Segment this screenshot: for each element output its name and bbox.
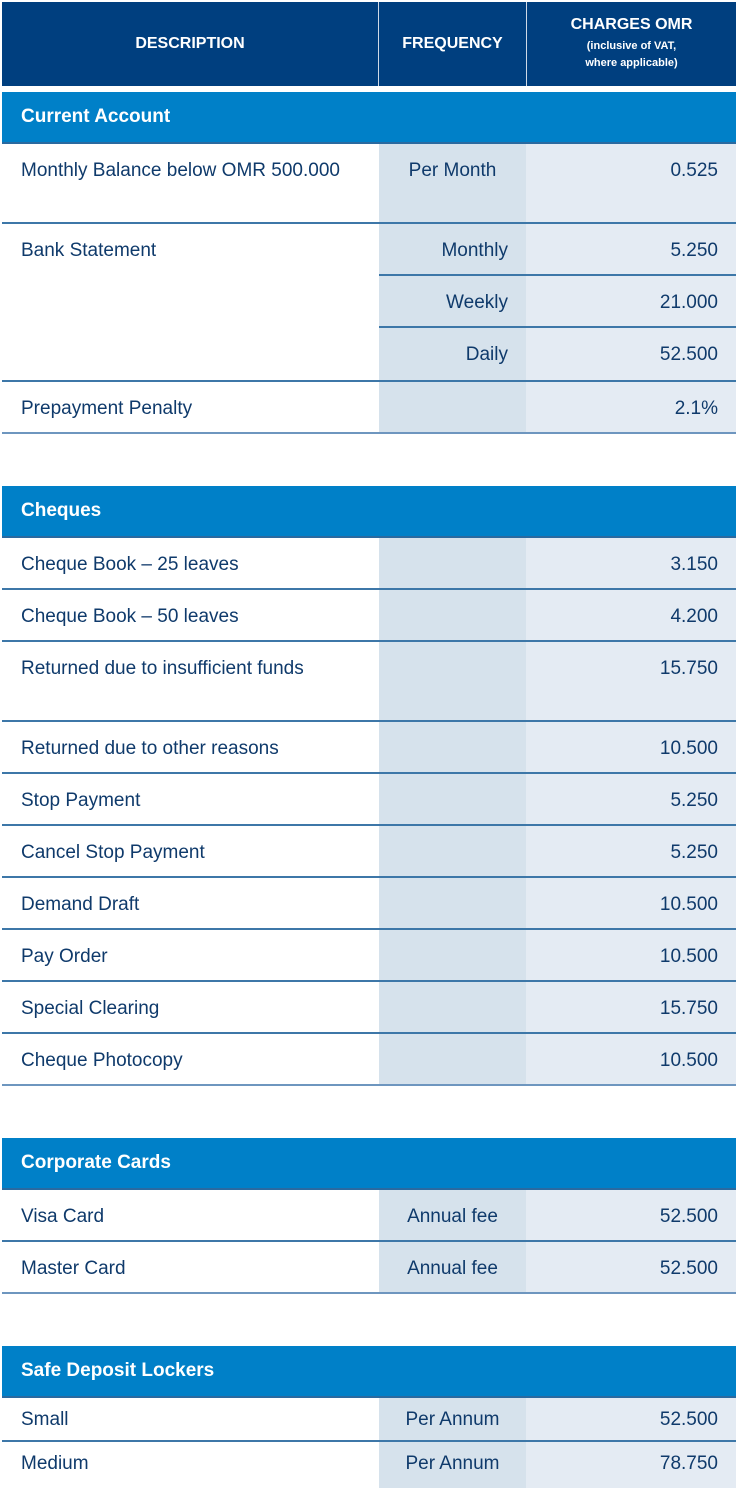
row-description: Monthly Balance below OMR 500.000	[2, 144, 379, 222]
table-row: Special Clearing 15.750	[2, 982, 736, 1034]
section-title: Current Account	[2, 92, 736, 144]
row-frequency: Per Annum	[379, 1398, 526, 1440]
row-charge: 5.250	[526, 826, 736, 876]
table-row: Stop Payment 5.250	[2, 774, 736, 826]
section-cheques: Cheques Cheque Book – 25 leaves 3.150 Ch…	[2, 486, 736, 1086]
section-corporate-cards: Corporate Cards Visa Card Annual fee 52.…	[2, 1138, 736, 1294]
row-charge: 15.750	[526, 642, 736, 720]
row-charge: 5.250	[526, 774, 736, 824]
row-description: Cheque Photocopy	[2, 1034, 379, 1084]
row-charge: 52.500	[526, 1242, 736, 1292]
row-frequency	[379, 982, 526, 1032]
row-description: Cheque Book – 50 leaves	[2, 590, 379, 640]
row-description: Returned due to other reasons	[2, 722, 379, 772]
row-description: Special Clearing	[2, 982, 379, 1032]
row-description: Cheque Book – 25 leaves	[2, 538, 379, 588]
row-frequency	[379, 590, 526, 640]
row-frequency	[379, 382, 526, 432]
row-charge: 52.500	[526, 1398, 736, 1440]
table-row: Monthly Balance below OMR 500.000 Per Mo…	[2, 144, 736, 224]
row-description: Returned due to insufficient funds	[2, 642, 379, 720]
row-charge: 21.000	[526, 276, 736, 326]
section-current-account: Current Account Monthly Balance below OM…	[2, 92, 736, 434]
row-frequency	[379, 930, 526, 980]
row-description: Bank Statement	[2, 224, 379, 380]
row-charge: 4.200	[526, 590, 736, 640]
column-header-description: DESCRIPTION	[2, 2, 379, 86]
table-row: Pay Order 10.500	[2, 930, 736, 982]
table-row: Small Per Annum 52.500	[2, 1398, 736, 1442]
table-row: Visa Card Annual fee 52.500	[2, 1190, 736, 1242]
table-subrow: Weekly 21.000	[379, 276, 736, 328]
table-subrow: Monthly 5.250	[379, 224, 736, 276]
row-frequency: Monthly	[379, 224, 526, 274]
row-frequency: Per Month	[379, 144, 526, 222]
table-row: Master Card Annual fee 52.500	[2, 1242, 736, 1294]
charges-title: CHARGES OMR	[570, 16, 693, 33]
row-frequency	[379, 642, 526, 720]
row-description: Stop Payment	[2, 774, 379, 824]
row-frequency	[379, 722, 526, 772]
table-subrow: Daily 52.500	[379, 328, 736, 380]
row-charge: 5.250	[526, 224, 736, 274]
table-row: Medium Per Annum 78.750	[2, 1442, 736, 1488]
table-row: Cheque Book – 25 leaves 3.150	[2, 538, 736, 590]
row-frequency	[379, 878, 526, 928]
row-description: Visa Card	[2, 1190, 379, 1240]
table-row: Cheque Book – 50 leaves 4.200	[2, 590, 736, 642]
row-frequency: Annual fee	[379, 1242, 526, 1292]
row-charge: 10.500	[526, 930, 736, 980]
table-header: DESCRIPTION FREQUENCY CHARGES OMR (inclu…	[2, 2, 736, 86]
section-title: Corporate Cards	[2, 1138, 736, 1190]
row-charge: 0.525	[526, 144, 736, 222]
table-row: Returned due to other reasons 10.500	[2, 722, 736, 774]
row-charge: 10.500	[526, 1034, 736, 1084]
section-title: Safe Deposit Lockers	[2, 1346, 736, 1398]
row-frequency: Weekly	[379, 276, 526, 326]
row-frequency: Annual fee	[379, 1190, 526, 1240]
fee-schedule-table: DESCRIPTION FREQUENCY CHARGES OMR (inclu…	[2, 2, 736, 1488]
row-description: Small	[2, 1398, 379, 1440]
table-row: Demand Draft 10.500	[2, 878, 736, 930]
row-frequency	[379, 826, 526, 876]
row-frequency	[379, 1034, 526, 1084]
column-header-frequency: FREQUENCY	[379, 2, 527, 86]
row-description: Cancel Stop Payment	[2, 826, 379, 876]
row-frequency: Per Annum	[379, 1442, 526, 1488]
row-charge: 10.500	[526, 722, 736, 772]
table-row: Prepayment Penalty 2.1%	[2, 382, 736, 434]
row-charge: 52.500	[526, 1190, 736, 1240]
row-description: Medium	[2, 1442, 379, 1488]
table-row: Cancel Stop Payment 5.250	[2, 826, 736, 878]
section-safe-deposit-lockers: Safe Deposit Lockers Small Per Annum 52.…	[2, 1346, 736, 1488]
column-header-charges: CHARGES OMR (inclusive of VAT, where app…	[527, 2, 736, 86]
charges-note: (inclusive of VAT, where applicable)	[585, 40, 678, 69]
row-frequency	[379, 538, 526, 588]
row-frequency: Daily	[379, 328, 526, 380]
row-charge: 10.500	[526, 878, 736, 928]
row-description: Prepayment Penalty	[2, 382, 379, 432]
table-row: Cheque Photocopy 10.500	[2, 1034, 736, 1086]
row-description: Master Card	[2, 1242, 379, 1292]
row-charge: 3.150	[526, 538, 736, 588]
row-description: Demand Draft	[2, 878, 379, 928]
row-charge: 52.500	[526, 328, 736, 380]
table-row-bank-statement: Bank Statement Monthly 5.250 Weekly 21.0…	[2, 224, 736, 382]
row-description: Pay Order	[2, 930, 379, 980]
row-charge: 15.750	[526, 982, 736, 1032]
section-title: Cheques	[2, 486, 736, 538]
table-row: Returned due to insufficient funds 15.75…	[2, 642, 736, 722]
row-charge: 2.1%	[526, 382, 736, 432]
row-frequency	[379, 774, 526, 824]
row-charge: 78.750	[526, 1442, 736, 1488]
